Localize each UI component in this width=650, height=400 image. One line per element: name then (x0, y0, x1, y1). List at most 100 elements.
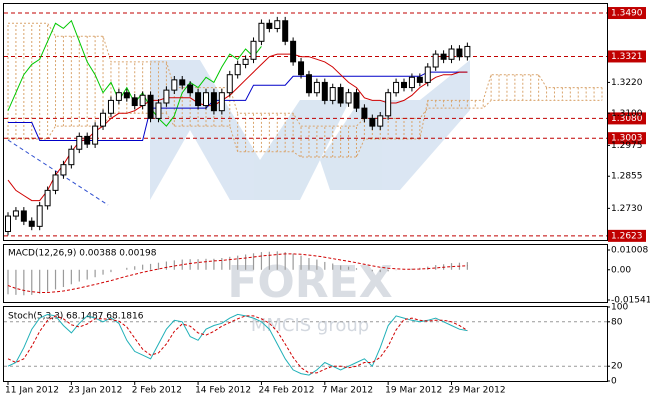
y-tick-label: 100 (611, 303, 628, 313)
candle-body (298, 61, 305, 76)
candle-body (12, 210, 19, 217)
candle-body (448, 48, 455, 60)
y-tick-label: 20 (611, 362, 623, 372)
candle-body (115, 92, 122, 101)
candle-body (337, 87, 344, 104)
level-label: 1.2623 (611, 231, 643, 241)
watermark-shape (320, 60, 470, 190)
candle-body (377, 115, 384, 127)
x-tick-label: 7 Mar 2012 (322, 386, 373, 396)
trend-line (7, 139, 109, 206)
cloud-span-a (8, 74, 602, 158)
y-tick-label: 1.3220 (611, 78, 643, 88)
cloud-span-b (8, 22, 602, 127)
candle-body (274, 20, 281, 29)
candle-body (92, 125, 99, 145)
x-tick-label: 23 Jan 2012 (68, 386, 122, 396)
candle-body (329, 87, 336, 101)
candle-body (424, 66, 431, 83)
candle-body (139, 94, 146, 107)
macd-panel-frame (3, 244, 608, 303)
macd-signal (7, 253, 468, 293)
candle-body (313, 81, 320, 94)
candle-body (290, 40, 297, 63)
candle-body (432, 53, 439, 68)
candle-body (353, 92, 360, 109)
candle-body (171, 79, 178, 91)
candle-body (250, 40, 257, 60)
candle-body (203, 92, 209, 107)
y-tick-label: 0 (611, 377, 617, 387)
y-tick-label: 80 (611, 317, 623, 327)
main-panel-frame (3, 3, 608, 241)
candle-body (369, 117, 376, 127)
x-tick-label: 14 Feb 2012 (195, 386, 251, 396)
candle-body (123, 92, 130, 99)
stoch-line (7, 315, 468, 374)
y-tick-label: 1.2975 (611, 141, 643, 151)
candle-body (84, 135, 91, 145)
candle-body (155, 102, 162, 119)
candle-body (385, 92, 392, 117)
candle-body (305, 74, 312, 94)
candle-body (345, 92, 352, 104)
candle-body (401, 81, 407, 89)
stoch-title: Stoch(5,3,3) 68.1487 68.1816 (8, 312, 144, 322)
macd-title: MACD(12,26,9) 0.00388 0.00198 (8, 249, 157, 259)
candle-body (44, 189, 51, 207)
candle-body (321, 81, 328, 101)
watermark-name: MMCIS group (251, 315, 369, 336)
watermark-logo-text: FOREX (227, 257, 392, 308)
candle-body (28, 220, 35, 227)
stoch-panel-frame (3, 306, 608, 382)
x-tick-label: 24 Feb 2012 (258, 386, 314, 396)
level-label-box (608, 112, 646, 125)
candle-body (242, 58, 249, 65)
level-label-box (608, 132, 646, 145)
level-label-box (608, 229, 646, 242)
level-label: 1.3080 (611, 114, 643, 124)
candle-body (416, 76, 423, 83)
candle-body (68, 148, 75, 166)
candle-body (76, 135, 83, 150)
y-tick-label: 1.2730 (611, 204, 643, 214)
x-tick-label: 19 Mar 2012 (385, 386, 442, 396)
candle-body (282, 20, 289, 42)
candle-body (234, 63, 241, 76)
y-tick-label: 1.3100 (611, 109, 643, 119)
stoch-line (7, 313, 468, 376)
candle-body (440, 53, 447, 60)
candle-body (195, 92, 202, 107)
candle-body (456, 48, 463, 58)
candle-body (218, 92, 225, 112)
candle-body (226, 74, 233, 94)
candle-body (210, 92, 217, 112)
candle-body (361, 107, 368, 119)
y-tick-label: -0.01541 (611, 296, 650, 306)
candle-body (20, 210, 27, 222)
candle-body (266, 22, 273, 29)
level-label-box (608, 50, 646, 63)
candle-body (408, 76, 415, 89)
candle-body (5, 215, 11, 232)
level-label: 1.3003 (611, 134, 643, 144)
candle-body (52, 174, 59, 191)
level-label-box (608, 7, 646, 20)
candle-body (464, 45, 471, 58)
candle-body (393, 81, 400, 94)
candle-body (107, 99, 114, 114)
candle-body (187, 84, 194, 94)
x-tick-label: 29 Mar 2012 (449, 386, 506, 396)
candle-body (179, 79, 186, 86)
candle-body (60, 164, 67, 176)
candle-body (100, 112, 107, 127)
y-tick-label: 0.01008 (611, 246, 648, 256)
x-tick-label: 2 Feb 2012 (132, 386, 182, 396)
candle-body (258, 22, 265, 42)
y-tick-label: 0.00 (611, 265, 631, 275)
x-tick-label: 11 Jan 2012 (5, 386, 59, 396)
y-tick-label: 1.2855 (611, 172, 643, 182)
candle-body (163, 89, 170, 104)
